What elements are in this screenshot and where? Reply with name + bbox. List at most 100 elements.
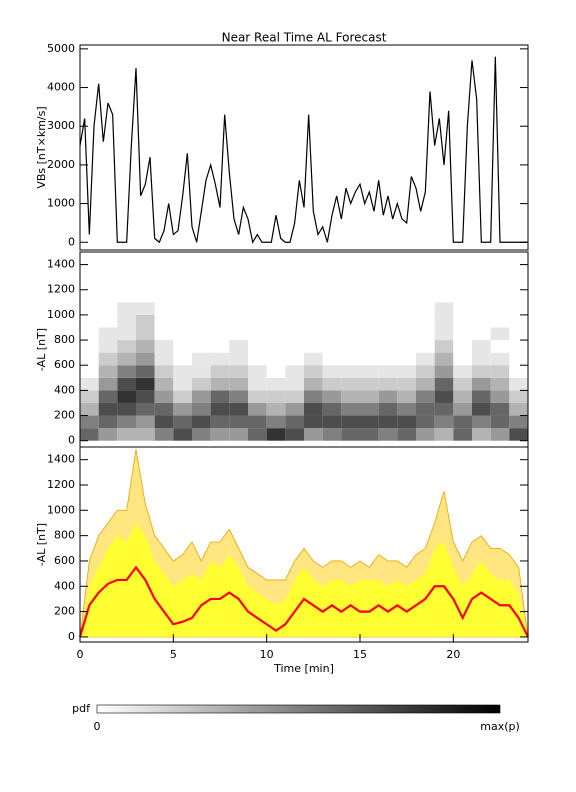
pdf-cell [378,428,398,441]
pdf-cell [434,340,454,353]
pdf-cell [360,289,379,303]
pdf-cell [434,352,454,366]
pdf-cell [154,365,174,378]
pdf-cell [210,314,230,328]
pdf-cell [453,352,472,366]
pdf-cell [397,428,416,441]
pdf-cell [117,302,136,315]
pdf-cell [173,289,192,303]
pdf-cell [173,365,192,378]
pdf-cell [210,365,230,378]
pdf-cell [360,352,379,366]
pdf-cell [98,289,118,303]
pdf-cell [210,352,230,366]
pdf-cell [80,314,99,328]
pdf-cell [453,327,472,341]
pdf-cell [397,402,416,416]
pdf-cell [229,428,248,441]
plot-frame [79,44,529,251]
y-tick-label: 0 [68,434,75,447]
pdf-cell [509,390,528,403]
pdf-cell [397,377,416,391]
colorbar-min: 0 [94,720,101,733]
chart-title: Near Real Time AL Forecast [222,31,387,45]
pdf-cell [360,365,379,378]
pdf-cell [266,327,286,341]
pdf-cell [341,352,360,366]
pdf-cell [154,428,174,441]
colorbar [96,704,501,714]
pdf-cell [80,428,99,441]
pdf-cell [378,289,398,303]
pdf-cell [173,340,192,353]
y-tick-label: 1000 [47,503,75,516]
pdf-cell [304,365,323,378]
pdf-cell [80,352,99,366]
pdf-cell [416,428,435,441]
pdf-cell [416,289,435,303]
pdf-cell [173,327,192,341]
y-tick-label: 600 [54,554,75,567]
pdf-cell [509,352,528,366]
x-tick-label: 10 [260,648,274,661]
pdf-cell [360,377,379,391]
pdf-cell [490,365,510,378]
pdf-cell [248,365,267,378]
pdf-cell [360,390,379,403]
pdf-cell [490,377,510,391]
pdf-cell [80,415,99,429]
pdf-cell [80,289,99,303]
pdf-cell [490,340,510,353]
pdf-cell [210,428,230,441]
pdf-cell [117,390,136,403]
pdf-cell [472,365,491,378]
pdf-cell [434,365,454,378]
pdf-cell [173,415,192,429]
pdf-cell [416,415,435,429]
y-tick-label: 5000 [47,42,75,55]
pdf-cell [285,302,304,315]
pdf-cell [229,352,248,366]
pdf-cell [210,302,230,315]
pdf-cell [304,289,323,303]
pdf-cell [266,289,286,303]
pdf-cell [434,377,454,391]
pdf-cell [266,390,286,403]
pdf-cell [229,327,248,341]
pdf-cell [341,390,360,403]
pdf-cell [472,415,491,429]
pdf-cell [98,390,118,403]
pdf-cell [154,402,174,416]
pdf-cell [98,415,118,429]
pdf-cell [266,365,286,378]
pdf-cell [210,415,230,429]
pdf-cell [285,352,304,366]
y-tick-label: 1400 [47,453,75,466]
pdf-cell [154,327,174,341]
pdf-cell [248,428,267,441]
pdf-cell [285,365,304,378]
pdf-cell [490,302,510,315]
pdf-cell [472,377,491,391]
pdf-cell [378,352,398,366]
pdf-cell [490,415,510,429]
pdf-cell [192,377,211,391]
pdf-cell [192,314,211,328]
pdf-cell [360,402,379,416]
pdf-cell [341,314,360,328]
colorbar-max: max(p) [480,720,520,733]
pdf-cell [378,390,398,403]
pdf-cell [285,377,304,391]
pdf-cell [416,390,435,403]
pdf-cell [173,402,192,416]
pdf-cell [453,415,472,429]
pdf-cell [192,352,211,366]
y-tick-label: 1200 [47,478,75,491]
pdf-cell [490,402,510,416]
pdf-cell [173,352,192,366]
pdf-cell [304,377,323,391]
pdf-cell [154,302,174,315]
pdf-cell [80,365,99,378]
pdf-cell [136,415,155,429]
